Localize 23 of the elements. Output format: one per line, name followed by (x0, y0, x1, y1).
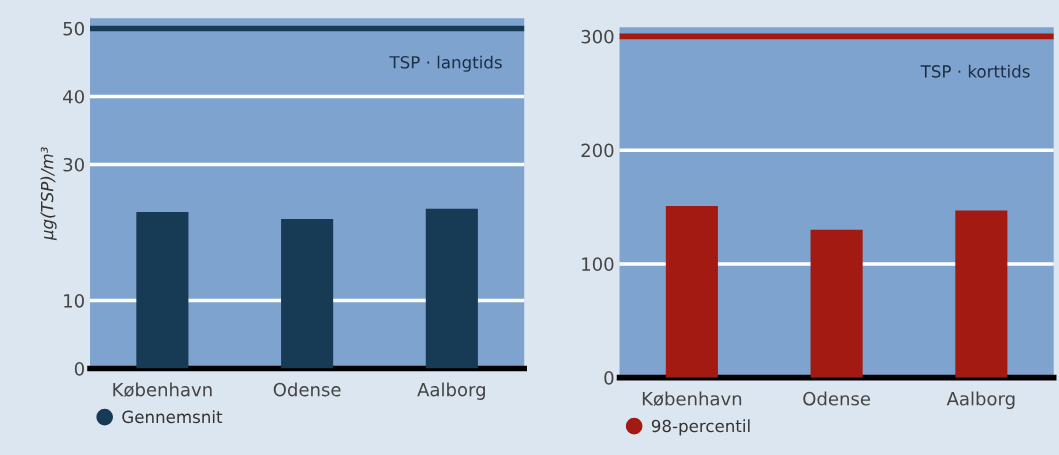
x-tick-label: København (113, 382, 212, 397)
y-tick-label: 40 (63, 89, 84, 104)
y-tick-label: 0 (74, 362, 84, 376)
x-tick-label: København (642, 391, 742, 407)
y-tick-label: 10 (64, 293, 84, 308)
x-tick-label: Odense (803, 391, 871, 406)
x-tick-label: Aalborg (417, 382, 485, 400)
bar (810, 229, 863, 378)
annotation: TSP · langtids (389, 55, 502, 72)
y-tick-label: 200 (581, 143, 614, 158)
legend-label: 98-percentil (651, 419, 750, 436)
y-tick-label: 300 (581, 29, 614, 44)
x-tick-label: Aalborg (946, 391, 1015, 410)
x-tick-label: Odense (273, 382, 341, 397)
bar (665, 205, 718, 378)
legend-label: Gennemsnit (122, 410, 223, 424)
bar (955, 210, 1008, 378)
y-tick-label: 0 (604, 371, 614, 385)
y-tick-label: 30 (63, 157, 84, 172)
y-tick-label: 100 (582, 257, 614, 272)
y-axis-title: µg(TSP)/m³ (40, 147, 57, 241)
y-tick-label: 50 (63, 21, 84, 36)
annotation: TSP · korttids (920, 64, 1030, 78)
